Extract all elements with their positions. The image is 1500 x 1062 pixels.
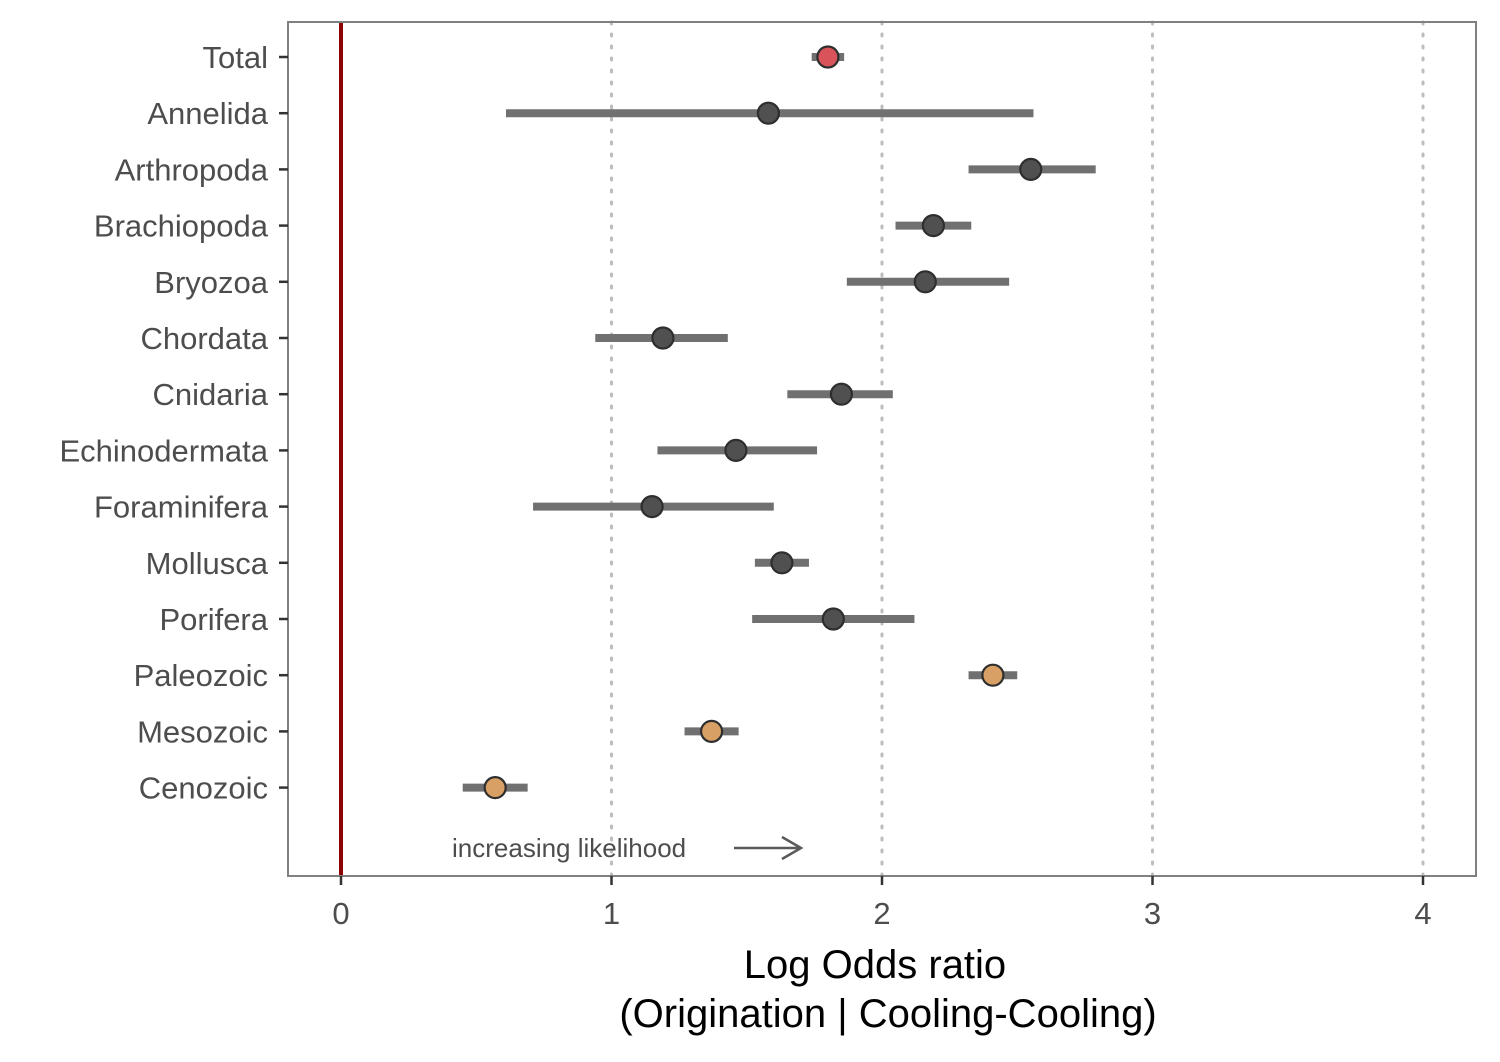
y-tick-label-paleozoic: Paleozoic: [134, 658, 268, 693]
point-chordata: [651, 326, 675, 350]
point-mollusca: [770, 551, 794, 575]
estimate-points: [483, 45, 1043, 800]
x-axis-title-line1: Log Odds ratio: [744, 943, 1006, 987]
point-cenozoic: [483, 775, 507, 800]
y-tick-label-porifera: Porifera: [159, 602, 268, 637]
y-tick-label-arthropoda: Arthropoda: [115, 152, 269, 187]
x-tick-label-3: 3: [1144, 896, 1161, 931]
annotation-text: increasing likelihood: [452, 833, 686, 863]
x-axis-title-line2: (Origination | Cooling-Cooling): [619, 992, 1156, 1036]
point-arthropoda: [1019, 157, 1043, 181]
point-foraminifera: [640, 495, 664, 519]
x-tick-label-1: 1: [603, 896, 620, 931]
x-tick-label-2: 2: [873, 896, 890, 931]
point-total: [816, 45, 840, 69]
point-paleozoic: [981, 663, 1005, 687]
annotation-arrow-icon: [734, 835, 804, 861]
point-mesozoic: [699, 719, 724, 744]
point-brachiopoda: [921, 214, 945, 238]
y-tick-label-brachiopoda: Brachiopoda: [94, 209, 269, 244]
y-tick-label-mollusca: Mollusca: [146, 546, 269, 581]
y-tick-label-total: Total: [203, 40, 268, 75]
y-tick-label-foraminifera: Foraminifera: [94, 490, 269, 525]
x-tick-label-4: 4: [1414, 896, 1431, 931]
panel-border: [287, 21, 1477, 877]
y-tick-label-bryozoa: Bryozoa: [154, 265, 268, 300]
x-axis: 0 1 2 3 4: [332, 876, 1432, 931]
y-tick-label-cnidaria: Cnidaria: [153, 377, 269, 412]
point-annelida: [756, 101, 780, 125]
point-cnidaria: [829, 382, 854, 406]
y-tick-label-cenozoic: Cenozoic: [139, 771, 268, 806]
y-tick-label-annelida: Annelida: [147, 96, 268, 131]
y-tick-label-chordata: Chordata: [140, 321, 268, 356]
point-porifera: [821, 607, 845, 631]
y-tick-label-echinodermata: Echinodermata: [59, 433, 268, 468]
x-tick-label-0: 0: [332, 896, 349, 931]
point-echinodermata: [724, 438, 748, 462]
y-tick-label-mesozoic: Mesozoic: [137, 714, 268, 749]
point-bryozoa: [913, 270, 937, 294]
y-axis: Total Annelida Arthropoda Brachiopoda Bryozo…: [59, 40, 288, 806]
